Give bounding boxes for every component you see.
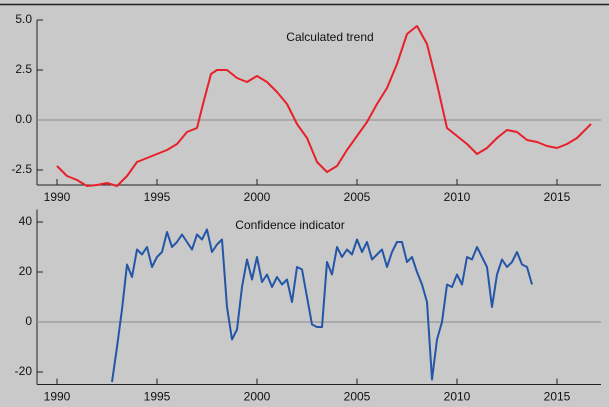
x-tick-label: 2000 — [244, 390, 271, 404]
data-line — [111, 228, 533, 383]
y-tick-label: 40 — [19, 214, 33, 228]
y-tick-label: 20 — [19, 264, 33, 278]
x-tick-label: 1990 — [44, 390, 71, 404]
y-tick-label: 2.5 — [15, 62, 32, 76]
annotation: Confidence indicator — [235, 218, 344, 232]
y-tick-label: 0 — [25, 314, 32, 328]
y-tick-label: 0.0 — [15, 112, 32, 126]
data-line — [56, 25, 592, 187]
y-tick-label: 5.0 — [15, 12, 32, 26]
x-tick-label: 2005 — [344, 190, 371, 204]
x-tick-label: 1995 — [144, 190, 171, 204]
x-tick-label: 2015 — [544, 190, 571, 204]
x-tick-label: 2005 — [344, 390, 371, 404]
x-tick-label: 1995 — [144, 390, 171, 404]
annotation: Calculated trend — [286, 30, 373, 44]
x-tick-label: 2015 — [544, 390, 571, 404]
x-tick-label: 2010 — [444, 390, 471, 404]
x-tick-label: 1990 — [44, 190, 71, 204]
y-tick-label: -2.5 — [11, 162, 32, 176]
x-tick-label: 2010 — [444, 190, 471, 204]
y-tick-label: -20 — [15, 364, 33, 378]
x-tick-label: 2000 — [244, 190, 271, 204]
